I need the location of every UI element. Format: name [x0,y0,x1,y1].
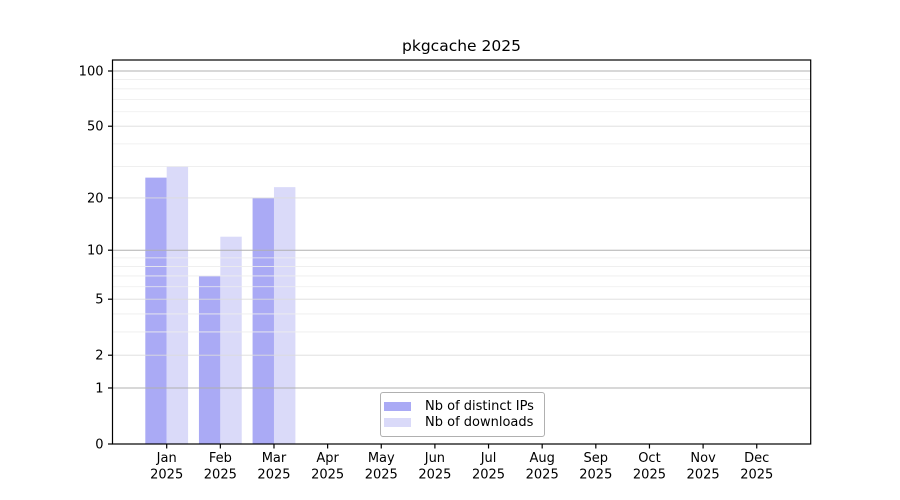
x-tick-label-year: 2025 [526,468,559,483]
y-tick-label: 2 [95,349,103,364]
x-tick-label-month: Jan [156,451,177,466]
y-tick-label: 5 [95,293,103,308]
legend: Nb of distinct IPs Nb of downloads [380,392,545,437]
y-axis: 0 1 2 5 10 20 50 100 [79,65,113,453]
legend-item-distinct-ips: Nb of distinct IPs [384,399,540,414]
x-tick-label-month: Oct [638,451,660,466]
y-tick-label: 0 [95,438,103,453]
bar [198,275,221,444]
chart-title: pkgcache 2025 [402,37,521,55]
x-tick-label-month: Apr [316,451,339,466]
x-tick-label-month: Jun [424,451,445,466]
bar [166,166,189,444]
y-tick-label: 100 [79,65,104,80]
bar [252,197,274,444]
x-tick-label-month: Mar [262,451,287,466]
x-tick-label-month: Feb [209,451,232,466]
x-tick-label-year: 2025 [472,468,505,483]
plot-border [111,59,812,445]
legend-swatch-downloads-icon [384,418,411,427]
x-tick-label-year: 2025 [204,468,237,483]
legend-label-distinct-ips: Nb of distinct IPs [425,399,534,414]
x-tick-label-month: Dec [744,451,769,466]
legend-label-downloads: Nb of downloads [425,415,534,430]
x-tick-label-year: 2025 [418,468,451,483]
x-tick-label-year: 2025 [687,468,720,483]
x-axis: Jan 2025 Feb 2025 Mar 2025 Apr 2025 May 2025 Jun 20… [150,444,773,483]
bars-downloads [166,166,296,445]
legend-swatch-distinct-ips-icon [384,402,411,411]
x-tick-label-year: 2025 [365,468,398,483]
x-tick-label-month: Sep [584,451,609,466]
y-tick-label: 10 [87,244,104,259]
x-tick-label-year: 2025 [257,468,290,483]
bars-distinct-ips [145,177,274,444]
x-tick-label-month: Nov [690,451,716,466]
legend-item-downloads: Nb of downloads [384,415,540,430]
y-tick-label: 50 [87,120,104,135]
x-tick-label-year: 2025 [633,468,666,483]
bar [145,177,167,444]
x-tick-label-year: 2025 [740,468,773,483]
y-tick-label: 1 [95,381,103,396]
x-tick-label-month: May [368,451,395,466]
x-tick-label-year: 2025 [311,468,344,483]
gridlines [112,70,811,389]
bar [220,236,242,444]
x-tick-label-year: 2025 [579,468,612,483]
x-tick-label-year: 2025 [150,468,183,483]
x-tick-label-month: Jul [480,451,497,466]
x-tick-label-month: Aug [529,451,554,466]
y-tick-label: 20 [87,191,104,206]
bar [273,187,296,445]
